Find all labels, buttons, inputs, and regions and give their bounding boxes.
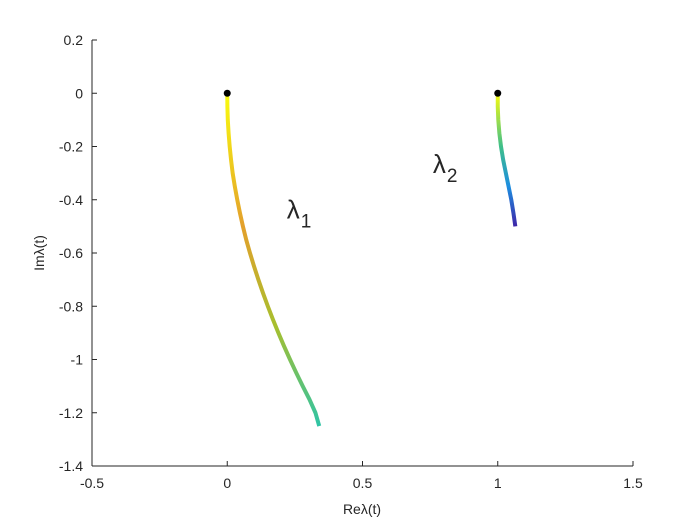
eigenvalue-annotation: λ2	[433, 149, 458, 187]
annotation-symbol: λ	[287, 194, 300, 224]
y-tick-label: -0.6	[59, 245, 83, 261]
y-tick-label: -0.8	[59, 298, 83, 314]
markers-layer	[223, 89, 502, 97]
eigenvalue-annotation: λ1	[287, 194, 312, 232]
y-tick-label: 0	[75, 85, 83, 101]
y-tick-label: -1.4	[59, 458, 83, 474]
axes: -0.5 0 0.5 1 1.5 0.2 0 -0.2 -0.4 -0.6 -0.8 -1 -1.2 -1…	[59, 32, 643, 491]
y-tick-label: -1.2	[59, 405, 83, 421]
x-tick-label: 0	[223, 475, 231, 491]
annotation-subscript: 2	[447, 166, 458, 187]
x-axis-label: Reλ(t)	[343, 501, 381, 517]
start-marker	[223, 89, 231, 97]
y-tick-label: 0.2	[64, 32, 84, 48]
y-axis-label: Imλ(t)	[31, 235, 47, 271]
y-tick-label: -0.4	[59, 192, 83, 208]
series-line-1	[225, 93, 322, 427]
start-marker	[494, 89, 502, 97]
x-tick-label: 0.5	[353, 475, 373, 491]
annotation-symbol: λ	[433, 149, 446, 179]
annotation-subscript: 1	[301, 211, 312, 232]
x-tick-label: -0.5	[80, 475, 104, 491]
x-tick-label: 1	[494, 475, 502, 491]
series-layer	[225, 93, 518, 427]
y-tick-label: -1	[71, 352, 84, 368]
series-line-2	[495, 93, 518, 227]
y-tick-label: -0.2	[59, 139, 83, 155]
x-tick-label: 1.5	[623, 475, 643, 491]
